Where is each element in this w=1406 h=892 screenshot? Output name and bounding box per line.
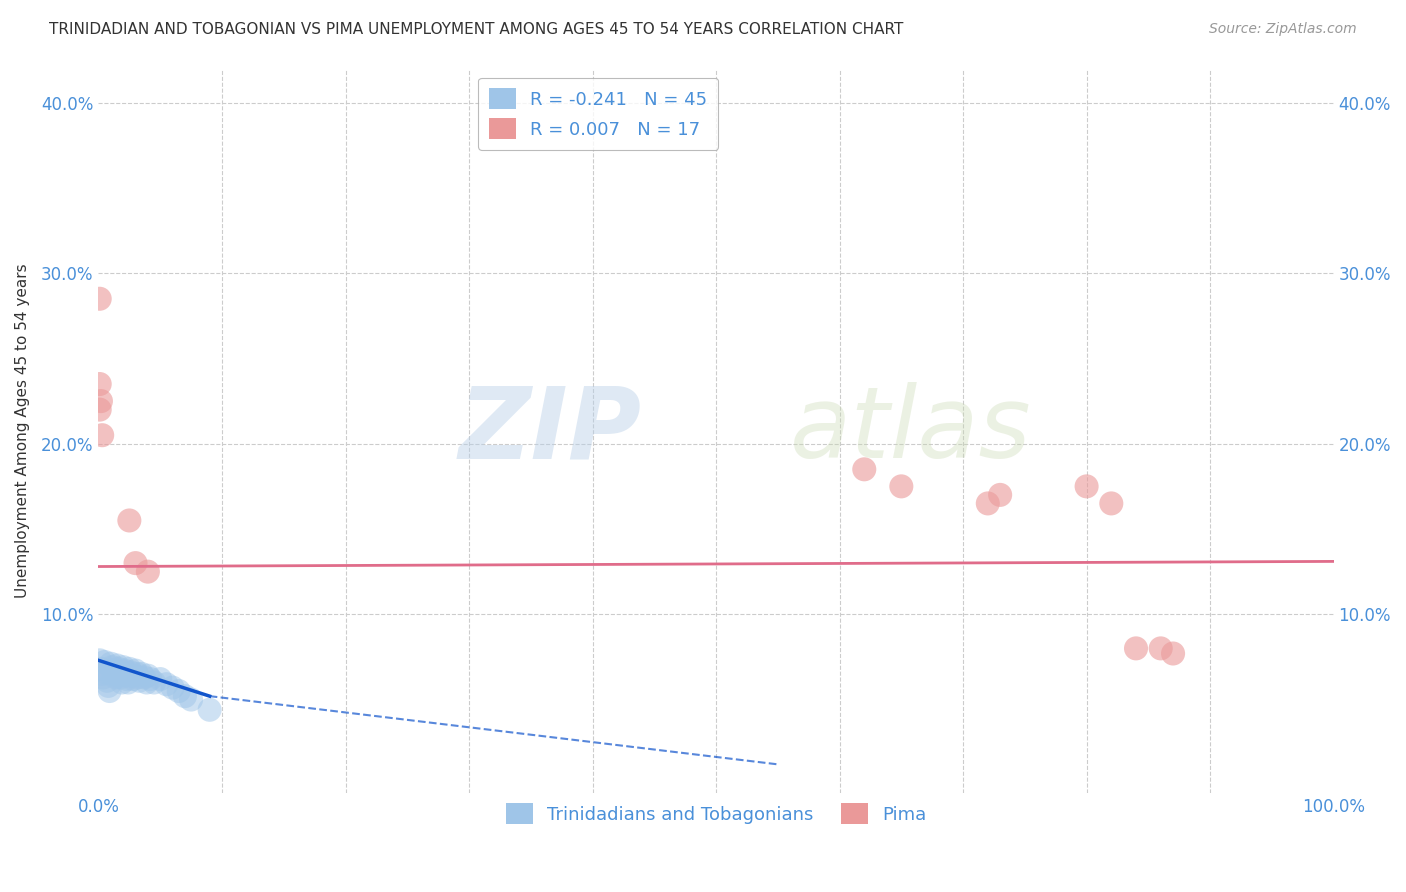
Point <box>103 667 125 681</box>
Point <box>121 668 143 682</box>
Legend: Trinidadians and Tobagonians, Pima: Trinidadians and Tobagonians, Pima <box>495 792 938 835</box>
Point <box>1161 647 1184 661</box>
Point <box>108 667 131 681</box>
Point <box>853 462 876 476</box>
Point <box>1150 641 1173 656</box>
Point <box>93 670 115 684</box>
Point <box>110 670 132 684</box>
Point <box>143 675 166 690</box>
Point <box>112 660 135 674</box>
Point <box>122 672 145 686</box>
Point <box>118 662 141 676</box>
Point <box>98 684 121 698</box>
Point <box>180 692 202 706</box>
Point <box>988 488 1011 502</box>
Point <box>155 677 177 691</box>
Point <box>90 662 112 676</box>
Point <box>112 664 135 678</box>
Point <box>100 657 122 671</box>
Point <box>94 665 117 680</box>
Point <box>139 672 162 686</box>
Point <box>127 670 149 684</box>
Point <box>135 675 157 690</box>
Point <box>1076 479 1098 493</box>
Point <box>124 556 146 570</box>
Point <box>89 292 111 306</box>
Point <box>198 703 221 717</box>
Point <box>890 479 912 493</box>
Point <box>114 668 136 682</box>
Point <box>90 394 112 409</box>
Point <box>89 402 111 417</box>
Point <box>118 513 141 527</box>
Point <box>96 673 118 688</box>
Point <box>107 662 129 676</box>
Point <box>91 667 114 681</box>
Point <box>115 672 138 686</box>
Point <box>91 428 114 442</box>
Text: TRINIDADIAN AND TOBAGONIAN VS PIMA UNEMPLOYMENT AMONG AGES 45 TO 54 YEARS CORREL: TRINIDADIAN AND TOBAGONIAN VS PIMA UNEMP… <box>49 22 904 37</box>
Point <box>131 667 153 681</box>
Point <box>101 660 124 674</box>
Point <box>149 672 172 686</box>
Point <box>89 377 111 392</box>
Point <box>120 665 142 680</box>
Point <box>134 670 156 684</box>
Point <box>167 684 190 698</box>
Point <box>89 653 111 667</box>
Point <box>117 675 139 690</box>
Point <box>104 670 127 684</box>
Point <box>124 664 146 678</box>
Point <box>97 679 120 693</box>
Point <box>1099 496 1122 510</box>
Point <box>136 565 159 579</box>
Text: Source: ZipAtlas.com: Source: ZipAtlas.com <box>1209 22 1357 37</box>
Point <box>111 675 134 690</box>
Y-axis label: Unemployment Among Ages 45 to 54 years: Unemployment Among Ages 45 to 54 years <box>15 264 30 599</box>
Text: atlas: atlas <box>790 383 1032 479</box>
Point <box>136 668 159 682</box>
Point <box>128 673 150 688</box>
Point <box>162 681 184 695</box>
Point <box>1125 641 1147 656</box>
Point <box>174 689 197 703</box>
Point <box>93 655 115 669</box>
Point <box>103 664 125 678</box>
Point <box>125 667 148 681</box>
Point <box>977 496 1000 510</box>
Text: ZIP: ZIP <box>458 383 643 479</box>
Point <box>105 658 128 673</box>
